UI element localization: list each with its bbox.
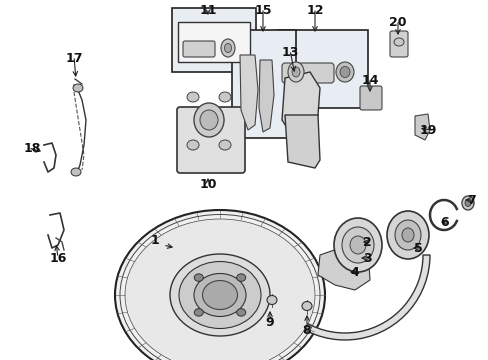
Ellipse shape — [115, 210, 325, 360]
Text: 13: 13 — [281, 45, 298, 59]
Bar — [178, 22, 249, 62]
Ellipse shape — [339, 67, 349, 77]
Text: 12: 12 — [305, 4, 323, 17]
FancyBboxPatch shape — [183, 41, 215, 57]
Ellipse shape — [236, 274, 245, 282]
Ellipse shape — [333, 218, 381, 272]
Text: 5: 5 — [413, 242, 422, 255]
Ellipse shape — [393, 38, 403, 46]
Polygon shape — [282, 72, 319, 140]
Ellipse shape — [71, 168, 81, 176]
Text: 17: 17 — [65, 51, 82, 64]
FancyBboxPatch shape — [177, 107, 244, 173]
Ellipse shape — [186, 92, 199, 102]
Ellipse shape — [200, 110, 218, 130]
Text: 10: 10 — [199, 177, 216, 190]
Ellipse shape — [179, 261, 261, 328]
Polygon shape — [317, 248, 369, 290]
FancyBboxPatch shape — [282, 63, 333, 83]
Text: 2: 2 — [362, 235, 370, 248]
Ellipse shape — [464, 199, 470, 207]
Wedge shape — [264, 255, 429, 340]
Ellipse shape — [73, 84, 83, 92]
FancyBboxPatch shape — [359, 86, 381, 110]
Ellipse shape — [461, 196, 473, 210]
Ellipse shape — [194, 274, 203, 282]
Bar — [231, 30, 295, 138]
Polygon shape — [240, 55, 258, 130]
Ellipse shape — [194, 103, 224, 137]
Text: 1: 1 — [150, 234, 159, 247]
Ellipse shape — [194, 309, 203, 316]
Ellipse shape — [291, 67, 299, 77]
Text: 18: 18 — [23, 141, 41, 154]
Ellipse shape — [341, 227, 373, 263]
Ellipse shape — [302, 301, 311, 310]
Text: 15: 15 — [254, 4, 271, 17]
Bar — [172, 8, 256, 72]
Text: 11: 11 — [199, 4, 216, 17]
Polygon shape — [414, 114, 429, 140]
Ellipse shape — [219, 140, 230, 150]
Ellipse shape — [224, 44, 231, 53]
Ellipse shape — [221, 39, 235, 57]
Text: 14: 14 — [361, 73, 378, 86]
Polygon shape — [259, 60, 273, 132]
Text: 3: 3 — [362, 252, 370, 265]
Text: 8: 8 — [302, 324, 311, 337]
Text: 7: 7 — [466, 194, 474, 207]
Ellipse shape — [394, 220, 420, 250]
Ellipse shape — [335, 62, 353, 82]
Text: 16: 16 — [49, 252, 66, 265]
Ellipse shape — [401, 228, 413, 242]
FancyBboxPatch shape — [389, 31, 407, 57]
Text: 6: 6 — [440, 216, 448, 229]
Ellipse shape — [194, 274, 245, 316]
Ellipse shape — [219, 92, 230, 102]
Ellipse shape — [125, 219, 314, 360]
Bar — [278, 30, 367, 108]
Ellipse shape — [170, 254, 269, 336]
Ellipse shape — [202, 280, 237, 310]
Ellipse shape — [287, 62, 304, 82]
Text: 20: 20 — [388, 15, 406, 28]
Ellipse shape — [266, 296, 276, 305]
Ellipse shape — [386, 211, 428, 259]
Polygon shape — [285, 115, 319, 168]
Text: 19: 19 — [418, 123, 436, 136]
Text: 9: 9 — [265, 316, 274, 329]
Ellipse shape — [186, 140, 199, 150]
Ellipse shape — [349, 236, 365, 254]
Text: 4: 4 — [350, 266, 359, 279]
Ellipse shape — [236, 309, 245, 316]
